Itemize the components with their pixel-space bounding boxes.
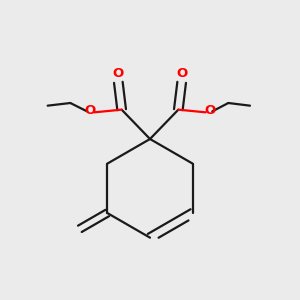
Text: O: O [113, 67, 124, 80]
Text: O: O [85, 104, 96, 118]
Text: O: O [204, 104, 215, 118]
Text: O: O [176, 67, 187, 80]
